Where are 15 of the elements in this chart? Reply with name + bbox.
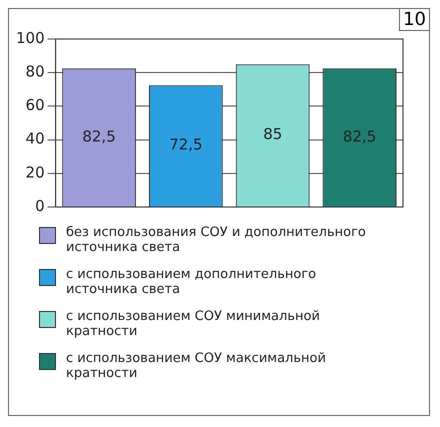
legend-label: с использованием дополнительного источника света: [66, 267, 318, 297]
legend-label: без использования СОУ и дополнительного источника света: [66, 225, 367, 255]
y-tick-label: 0: [35, 196, 45, 215]
y-tick-label: 60: [26, 96, 45, 114]
text: 10: [399, 9, 429, 31]
y-tick-label: 40: [26, 130, 45, 148]
data-label: 82,5: [82, 127, 116, 146]
data-label: 85: [263, 125, 282, 144]
y-tick-label: 20: [26, 163, 45, 182]
data-label: 82,5: [342, 127, 376, 146]
legend-label: с использованием СОУ максимальной кратности: [66, 351, 327, 381]
y-tick-label: 100: [16, 28, 45, 47]
legend-label: с использованием СОУ минимальной кратности: [66, 309, 321, 339]
y-tick-label: 80: [26, 62, 45, 80]
data-label: 72,5: [169, 136, 203, 154]
